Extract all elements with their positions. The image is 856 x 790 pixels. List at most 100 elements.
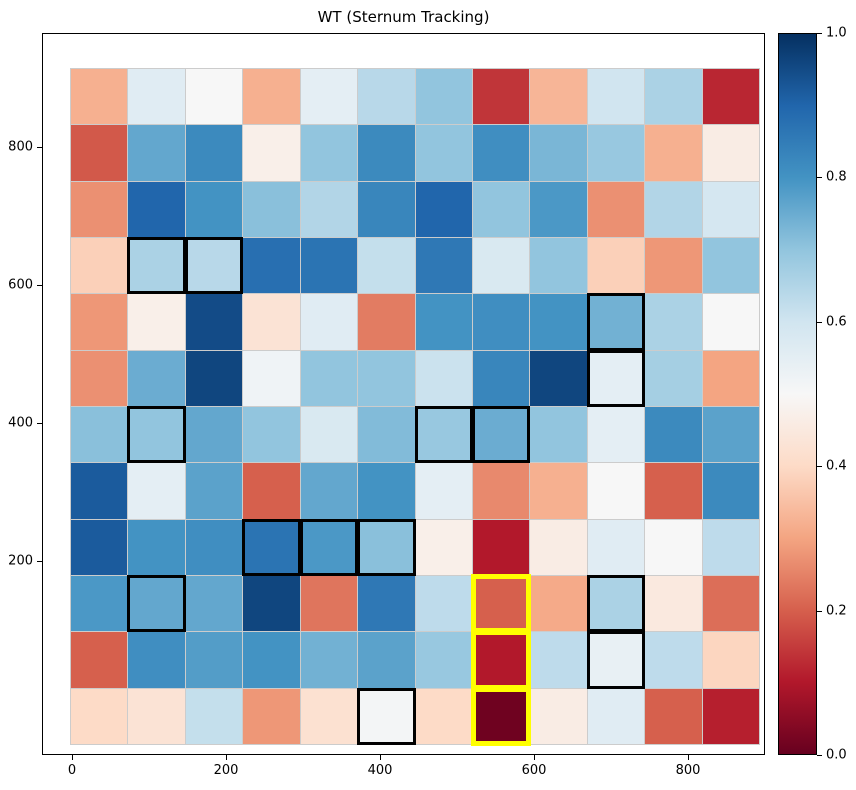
heatmap-cell — [415, 519, 472, 575]
y-tick-label: 200 — [8, 553, 33, 569]
colorbar-tick-mark — [817, 177, 822, 179]
heatmap-cell — [358, 294, 415, 350]
heatmap-cell — [128, 632, 185, 688]
heatmap-cell — [472, 181, 530, 237]
heatmap-cell — [587, 519, 645, 575]
heatmap-cell — [71, 632, 128, 688]
heatmap-cell-highlighted-black — [127, 574, 186, 633]
heatmap-cell — [71, 406, 128, 463]
heatmap-cell — [128, 688, 185, 744]
heatmap-cell — [243, 69, 300, 125]
heatmap-cell — [358, 575, 415, 632]
heatmap-cell — [185, 406, 243, 463]
heatmap-cell — [243, 237, 300, 294]
heatmap-cell — [530, 350, 587, 406]
heatmap-cell — [243, 125, 300, 181]
heatmap-cell — [645, 181, 702, 237]
heatmap-cell-highlighted-black — [586, 293, 646, 351]
heatmap-cell — [185, 125, 243, 181]
colorbar-tick-label: 0.8 — [826, 169, 847, 185]
heatmap-cell-highlighted-black — [127, 236, 186, 295]
heatmap-cell — [530, 575, 587, 632]
heatmap-cell — [185, 463, 243, 519]
heatmap-cell — [243, 632, 300, 688]
x-tick-label: 0 — [67, 763, 77, 778]
heatmap-cell-highlighted-black — [127, 405, 186, 464]
heatmap-cell — [243, 575, 300, 632]
y-tick-mark — [37, 285, 42, 286]
heatmap-cell — [702, 575, 759, 632]
colorbar-tick-label: 0.0 — [826, 747, 847, 763]
heatmap-cell — [472, 463, 530, 519]
heatmap-cell — [128, 294, 185, 350]
heatmap-cell — [71, 463, 128, 519]
heatmap-cell — [71, 125, 128, 181]
heatmap-cell — [530, 632, 587, 688]
heatmap-cell — [702, 69, 759, 125]
heatmap-cell — [645, 632, 702, 688]
heatmap-cell — [300, 575, 358, 632]
heatmap-cell — [702, 125, 759, 181]
heatmap-cell — [243, 294, 300, 350]
heatmap-cell — [645, 575, 702, 632]
heatmap-cell — [300, 350, 358, 406]
heatmap-cell — [415, 125, 472, 181]
x-tick-label: 600 — [521, 763, 547, 778]
heatmap-cell — [300, 463, 358, 519]
heatmap-cell — [185, 688, 243, 744]
heatmap-cell — [530, 463, 587, 519]
heatmap-cell — [645, 294, 702, 350]
heatmap-cell — [702, 406, 759, 463]
heatmap-cell-highlighted-black — [586, 574, 646, 633]
heatmap-cell — [243, 463, 300, 519]
chart-title: WT (Sternum Tracking) — [317, 8, 490, 26]
heatmap-cell — [472, 350, 530, 406]
x-tick-label: 800 — [675, 763, 701, 778]
heatmap-cell — [358, 406, 415, 463]
heatmap-cell — [358, 237, 415, 294]
colorbar-tick-mark — [817, 321, 822, 323]
y-tick-label: 800 — [8, 139, 33, 155]
heatmap-cell — [530, 69, 587, 125]
heatmap — [70, 68, 760, 746]
heatmap-cell — [128, 350, 185, 406]
colorbar — [778, 33, 817, 755]
heatmap-cell — [128, 519, 185, 575]
heatmap-cell — [185, 519, 243, 575]
heatmap-cell — [300, 688, 358, 744]
heatmap-cell — [415, 632, 472, 688]
heatmap-cell — [358, 181, 415, 237]
y-tick-mark — [37, 147, 42, 148]
heatmap-cell — [128, 125, 185, 181]
heatmap-cell — [415, 181, 472, 237]
heatmap-cell — [587, 125, 645, 181]
x-tick-mark — [380, 755, 381, 760]
heatmap-cell — [530, 688, 587, 744]
heatmap-cell — [185, 632, 243, 688]
heatmap-cell-highlighted-black — [414, 405, 473, 464]
heatmap-cell — [415, 350, 472, 406]
heatmap-cell — [645, 463, 702, 519]
heatmap-cell-highlighted-black — [242, 518, 301, 576]
heatmap-cell — [300, 632, 358, 688]
heatmap-cell — [530, 181, 587, 237]
heatmap-cell — [530, 519, 587, 575]
heatmap-cell — [472, 237, 530, 294]
x-tick-mark — [688, 755, 689, 760]
heatmap-cell — [185, 294, 243, 350]
heatmap-cell — [702, 519, 759, 575]
y-tick-label: 600 — [8, 277, 33, 293]
heatmap-cell — [472, 294, 530, 350]
x-tick-mark — [72, 755, 73, 760]
colorbar-tick-mark — [817, 610, 822, 612]
heatmap-cell — [702, 294, 759, 350]
colorbar-tick-label: 1.0 — [826, 25, 847, 41]
heatmap-cell — [587, 237, 645, 294]
heatmap-cell — [587, 181, 645, 237]
heatmap-cell — [530, 237, 587, 294]
heatmap-cell — [128, 181, 185, 237]
heatmap-cell — [415, 688, 472, 744]
heatmap-cell — [71, 237, 128, 294]
heatmap-cell — [587, 69, 645, 125]
